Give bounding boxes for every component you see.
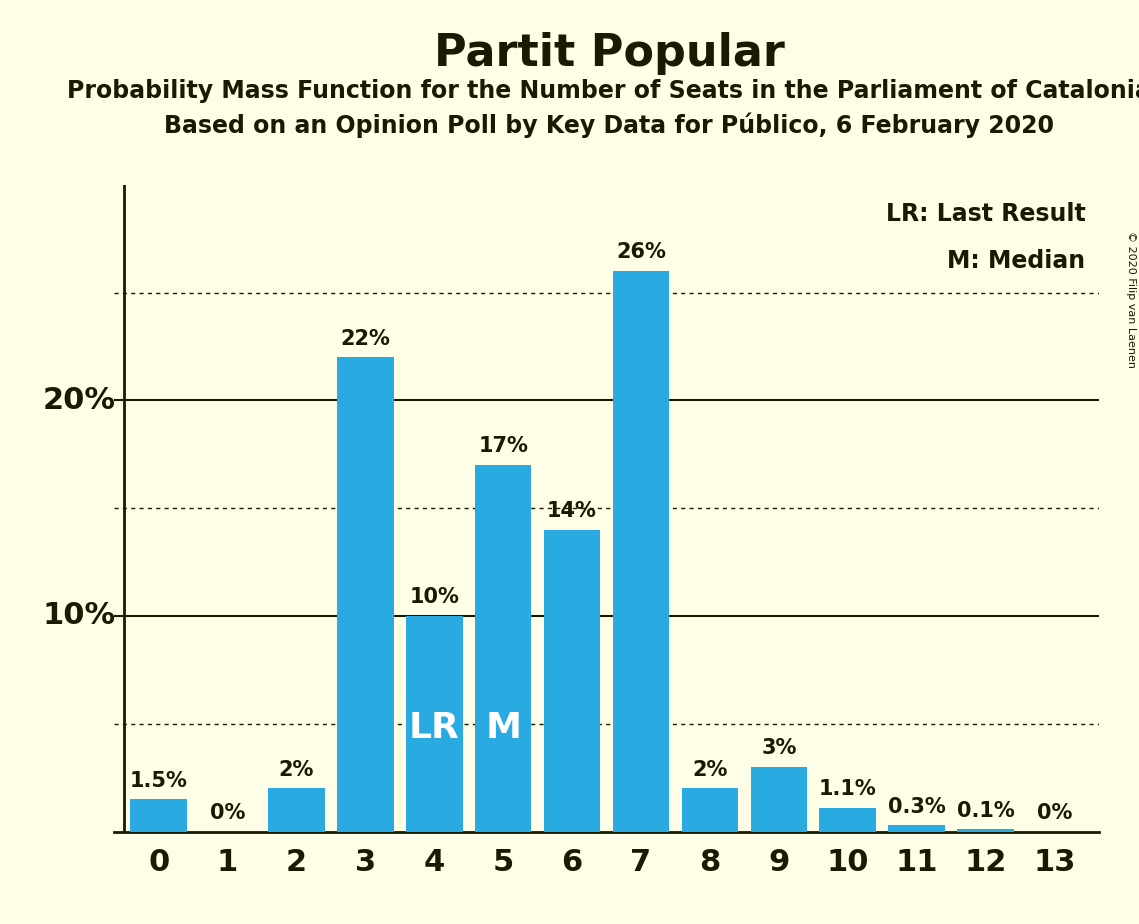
Bar xyxy=(337,358,394,832)
Text: M: Median: M: Median xyxy=(948,249,1085,274)
Text: 2%: 2% xyxy=(693,760,728,780)
Text: 0.1%: 0.1% xyxy=(957,801,1015,821)
Text: 26%: 26% xyxy=(616,242,666,262)
Bar xyxy=(957,830,1014,832)
Bar xyxy=(751,767,808,832)
Text: 22%: 22% xyxy=(341,329,391,348)
Text: 20%: 20% xyxy=(43,386,116,415)
Text: 17%: 17% xyxy=(478,436,528,456)
Bar xyxy=(268,788,325,832)
Text: Partit Popular: Partit Popular xyxy=(434,32,785,76)
Text: 10%: 10% xyxy=(43,602,116,630)
Bar xyxy=(475,465,532,832)
Text: 3%: 3% xyxy=(761,738,796,759)
Text: 0.3%: 0.3% xyxy=(887,796,945,817)
Text: LR: Last Result: LR: Last Result xyxy=(886,202,1085,226)
Text: 14%: 14% xyxy=(547,501,597,521)
Bar xyxy=(405,616,462,832)
Text: M: M xyxy=(485,711,522,746)
Text: 0%: 0% xyxy=(210,803,245,823)
Text: © 2020 Filip van Laenen: © 2020 Filip van Laenen xyxy=(1126,231,1136,368)
Text: 0%: 0% xyxy=(1036,803,1072,823)
Bar xyxy=(681,788,738,832)
Bar xyxy=(888,825,945,832)
Bar xyxy=(613,271,670,832)
Text: 1.5%: 1.5% xyxy=(130,771,188,791)
Text: LR: LR xyxy=(409,711,460,746)
Bar xyxy=(131,799,187,832)
Bar xyxy=(819,808,876,832)
Text: Probability Mass Function for the Number of Seats in the Parliament of Catalonia: Probability Mass Function for the Number… xyxy=(67,79,1139,103)
Bar xyxy=(543,529,600,832)
Text: 1.1%: 1.1% xyxy=(819,779,877,799)
Text: 2%: 2% xyxy=(279,760,314,780)
Text: 10%: 10% xyxy=(409,588,459,607)
Text: Based on an Opinion Poll by Key Data for Público, 6 February 2020: Based on an Opinion Poll by Key Data for… xyxy=(164,113,1055,139)
